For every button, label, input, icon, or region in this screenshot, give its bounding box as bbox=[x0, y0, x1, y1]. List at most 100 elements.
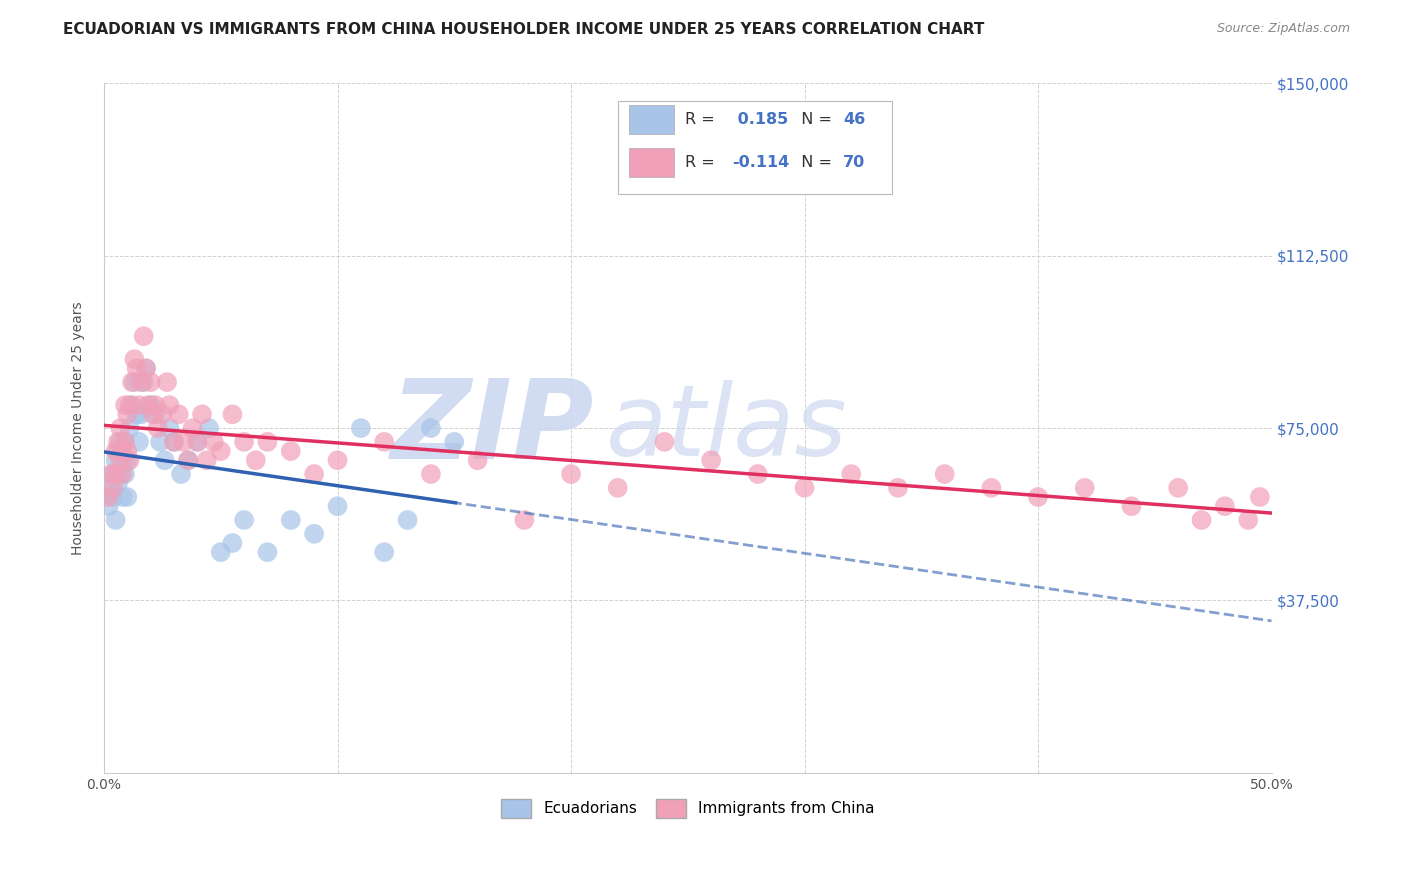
Point bbox=[121, 375, 143, 389]
Point bbox=[202, 434, 225, 449]
Point bbox=[97, 490, 120, 504]
Point bbox=[124, 375, 146, 389]
Point bbox=[118, 398, 141, 412]
Point bbox=[132, 375, 155, 389]
Point bbox=[467, 453, 489, 467]
Point bbox=[128, 398, 150, 412]
Point bbox=[934, 467, 956, 481]
Point bbox=[443, 434, 465, 449]
Point bbox=[302, 526, 325, 541]
Point bbox=[110, 434, 132, 449]
Point bbox=[117, 453, 139, 467]
Point bbox=[103, 481, 125, 495]
Point bbox=[100, 481, 122, 495]
Point bbox=[654, 434, 676, 449]
Point bbox=[195, 453, 218, 467]
Point bbox=[181, 421, 204, 435]
Point bbox=[233, 513, 256, 527]
Point bbox=[326, 499, 349, 513]
Point bbox=[326, 453, 349, 467]
FancyBboxPatch shape bbox=[617, 101, 893, 194]
Point bbox=[163, 434, 186, 449]
Point bbox=[117, 444, 139, 458]
Point bbox=[177, 453, 200, 467]
Point bbox=[146, 421, 169, 435]
Point bbox=[350, 421, 373, 435]
Point bbox=[118, 421, 141, 435]
Point bbox=[172, 434, 194, 449]
Point bbox=[121, 398, 143, 412]
Point bbox=[157, 421, 180, 435]
Point bbox=[419, 421, 441, 435]
Text: 46: 46 bbox=[844, 112, 865, 128]
Bar bbox=[630, 148, 673, 178]
Point bbox=[139, 375, 162, 389]
Point bbox=[1026, 490, 1049, 504]
Point bbox=[104, 444, 127, 458]
Point bbox=[1213, 499, 1236, 513]
Point bbox=[128, 434, 150, 449]
Point bbox=[606, 481, 628, 495]
Point bbox=[124, 352, 146, 367]
Point bbox=[1237, 513, 1260, 527]
Point bbox=[513, 513, 536, 527]
Point bbox=[256, 434, 278, 449]
Point bbox=[131, 375, 153, 389]
Point bbox=[150, 407, 173, 421]
Point bbox=[145, 407, 167, 421]
Point bbox=[107, 476, 129, 491]
Point bbox=[396, 513, 419, 527]
Point bbox=[1249, 490, 1271, 504]
Point bbox=[100, 467, 122, 481]
Point bbox=[156, 375, 179, 389]
Point bbox=[167, 407, 190, 421]
Point bbox=[107, 444, 129, 458]
Text: 0.185: 0.185 bbox=[733, 112, 789, 128]
Point bbox=[118, 453, 141, 467]
Point bbox=[114, 434, 136, 449]
Point bbox=[139, 398, 162, 412]
Point bbox=[110, 467, 132, 481]
Point bbox=[198, 421, 221, 435]
Point bbox=[149, 434, 172, 449]
Point bbox=[560, 467, 582, 481]
Point bbox=[104, 513, 127, 527]
Point bbox=[747, 467, 769, 481]
Point bbox=[132, 329, 155, 343]
Point bbox=[103, 467, 125, 481]
Point bbox=[221, 536, 243, 550]
Point bbox=[1074, 481, 1097, 495]
Point bbox=[209, 545, 232, 559]
Point bbox=[280, 444, 302, 458]
Point bbox=[209, 444, 232, 458]
Text: N =: N = bbox=[790, 155, 837, 170]
Point bbox=[135, 361, 157, 376]
Point bbox=[191, 407, 214, 421]
Point bbox=[114, 434, 136, 449]
Point bbox=[1121, 499, 1143, 513]
Point bbox=[373, 434, 395, 449]
Point bbox=[97, 499, 120, 513]
Legend: Ecuadorians, Immigrants from China: Ecuadorians, Immigrants from China bbox=[495, 793, 882, 823]
Point bbox=[186, 434, 208, 449]
Point bbox=[110, 453, 132, 467]
Point bbox=[186, 434, 208, 449]
Text: -0.114: -0.114 bbox=[733, 155, 789, 170]
Point bbox=[107, 434, 129, 449]
Text: atlas: atlas bbox=[606, 380, 848, 476]
Bar bbox=[630, 105, 673, 135]
Point bbox=[170, 467, 193, 481]
Point bbox=[131, 407, 153, 421]
Text: R =: R = bbox=[686, 155, 720, 170]
Point bbox=[1167, 481, 1189, 495]
Point bbox=[233, 434, 256, 449]
Point bbox=[110, 421, 132, 435]
Point bbox=[373, 545, 395, 559]
Point bbox=[142, 407, 165, 421]
Point bbox=[104, 467, 127, 481]
Point bbox=[111, 467, 134, 481]
Point bbox=[700, 453, 723, 467]
Y-axis label: Householder Income Under 25 years: Householder Income Under 25 years bbox=[72, 301, 86, 555]
Point bbox=[419, 467, 441, 481]
Point bbox=[793, 481, 815, 495]
